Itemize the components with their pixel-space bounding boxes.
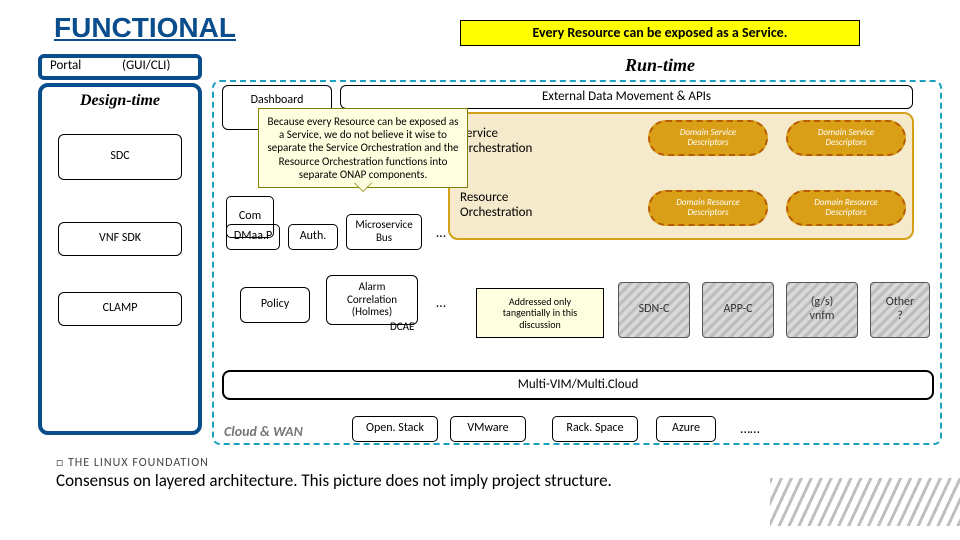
main-callout: Because every Resource can be exposed as… (258, 108, 468, 188)
portal-label: Portal (50, 58, 81, 73)
guicli-label: (GUI/CLI) (122, 58, 170, 73)
design-time-label: Design-time (46, 90, 194, 112)
ellipsis-2: … (428, 292, 454, 314)
svc-orch-label: Service Orchestration (460, 118, 580, 166)
domain-svc-desc-1: Domain Service Descriptors (648, 120, 768, 156)
appc-box: APP-C (702, 282, 774, 338)
cloud-wan-label: Cloud & WAN (224, 420, 344, 444)
corner-hatch (770, 478, 960, 526)
addressed-note: Addressed only tangentially in this disc… (476, 288, 604, 338)
sdc-box: SDC (58, 134, 182, 180)
vnfsdk-box: VNF SDK (58, 222, 182, 256)
dmaap-box: DMaa.P (226, 224, 280, 250)
page-title: FUNCTIONAL (54, 10, 284, 46)
sdnc-box: SDN-C (618, 282, 690, 338)
other-box: Other ? (870, 282, 930, 338)
vmware-box: VMware (450, 416, 526, 442)
dcae-label: DCAE (390, 320, 414, 333)
footer-caption: Consensus on layered architecture. This … (56, 470, 612, 491)
runtime-label: Run-time (530, 54, 790, 76)
res-orch-label: Resource Orchestration (460, 182, 580, 230)
domain-svc-desc-2: Domain Service Descriptors (786, 120, 906, 156)
clamp-box: CLAMP (58, 292, 182, 326)
vnfm-box: (g/s) vnfm (786, 282, 858, 338)
domain-res-desc-2: Domain Resource Descriptors (786, 190, 906, 226)
external-apis-box: External Data Movement & APIs (340, 85, 913, 109)
msb-box: Microservice Bus (346, 214, 422, 250)
multivim-bar: Multi-VIM/Multi.Cloud (222, 370, 934, 400)
policy-box: Policy (240, 287, 310, 323)
auth-box: Auth. (288, 224, 338, 250)
banner-note: Every Resource can be exposed as a Servi… (460, 20, 860, 46)
domain-res-desc-1: Domain Resource Descriptors (648, 190, 768, 226)
openstack-box: Open. Stack (352, 416, 438, 442)
azure-box: Azure (656, 416, 716, 442)
ellipsis-3: …… (730, 416, 770, 442)
linux-foundation-logo: □ THE LINUX FOUNDATION (56, 456, 209, 470)
ellipsis-1: … (428, 222, 454, 244)
rackspace-box: Rack. Space (552, 416, 638, 442)
holmes-box: Alarm Correlation (Holmes) (326, 275, 418, 325)
